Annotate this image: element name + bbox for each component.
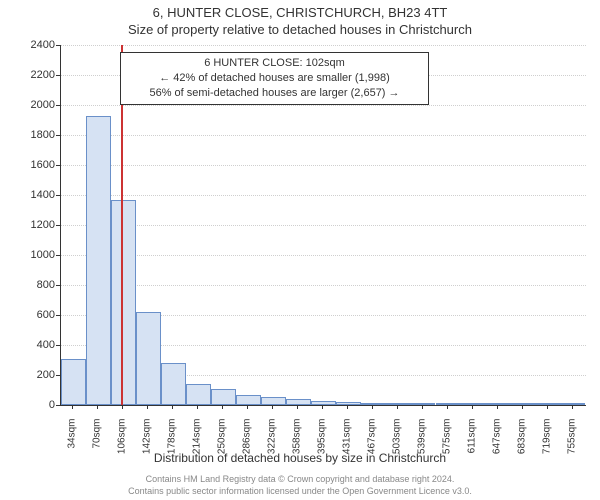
histogram-bar — [136, 312, 161, 405]
y-tick-mark — [56, 135, 60, 136]
gridline — [61, 105, 586, 106]
x-tick-mark — [147, 405, 148, 409]
x-tick-label: 322sqm — [267, 419, 278, 464]
histogram-bar — [86, 116, 111, 406]
x-tick-label: 142sqm — [142, 419, 153, 464]
x-tick-label: 250sqm — [217, 419, 228, 464]
footer-licence: Contains public sector information licen… — [0, 486, 600, 496]
y-tick-mark — [56, 345, 60, 346]
x-tick-mark — [197, 405, 198, 409]
x-tick-label: 106sqm — [117, 419, 128, 464]
x-tick-mark — [572, 405, 573, 409]
gridline — [61, 225, 586, 226]
x-tick-mark — [397, 405, 398, 409]
footer-copyright: Contains HM Land Registry data © Crown c… — [0, 474, 600, 484]
x-tick-label: 214sqm — [192, 419, 203, 464]
x-tick-label: 503sqm — [392, 419, 403, 464]
x-tick-label: 34sqm — [67, 419, 78, 464]
histogram-bar — [236, 395, 261, 406]
gridline — [61, 165, 586, 166]
histogram-bar — [261, 397, 286, 405]
x-tick-label: 755sqm — [566, 419, 577, 464]
x-tick-label: 683sqm — [516, 419, 527, 464]
y-tick-label: 0 — [15, 399, 55, 411]
gridline — [61, 195, 586, 196]
x-tick-mark — [222, 405, 223, 409]
y-tick-mark — [56, 45, 60, 46]
x-tick-mark — [497, 405, 498, 409]
y-tick-mark — [56, 375, 60, 376]
x-tick-mark — [272, 405, 273, 409]
y-tick-label: 2000 — [15, 99, 55, 111]
y-tick-mark — [56, 255, 60, 256]
x-tick-label: 431sqm — [342, 419, 353, 464]
y-tick-label: 800 — [15, 279, 55, 291]
title-subtitle: Size of property relative to detached ho… — [0, 22, 600, 37]
x-tick-label: 286sqm — [242, 419, 253, 464]
gridline — [61, 135, 586, 136]
title-address: 6, HUNTER CLOSE, CHRISTCHURCH, BH23 4TT — [0, 5, 600, 20]
y-tick-mark — [56, 75, 60, 76]
x-tick-mark — [547, 405, 548, 409]
gridline — [61, 255, 586, 256]
x-tick-mark — [247, 405, 248, 409]
y-tick-mark — [56, 315, 60, 316]
histogram-bar — [111, 200, 136, 406]
x-tick-mark — [447, 405, 448, 409]
y-tick-mark — [56, 285, 60, 286]
chart-root: { "title_line1": "6, HUNTER CLOSE, CHRIS… — [0, 0, 600, 500]
x-tick-label: 647sqm — [491, 419, 502, 464]
x-tick-mark — [372, 405, 373, 409]
gridline — [61, 285, 586, 286]
x-tick-mark — [347, 405, 348, 409]
x-tick-label: 70sqm — [92, 419, 103, 464]
x-tick-label: 395sqm — [317, 419, 328, 464]
y-tick-label: 1400 — [15, 189, 55, 201]
x-tick-mark — [322, 405, 323, 409]
y-tick-mark — [56, 225, 60, 226]
x-tick-label: 539sqm — [417, 419, 428, 464]
histogram-bar — [161, 363, 186, 405]
x-tick-label: 467sqm — [367, 419, 378, 464]
y-tick-label: 1600 — [15, 159, 55, 171]
x-tick-label: 178sqm — [167, 419, 178, 464]
callout-line3: 56% of semi-detached houses are larger (… — [127, 86, 422, 101]
y-tick-mark — [56, 165, 60, 166]
y-tick-label: 2400 — [15, 39, 55, 51]
x-tick-mark — [522, 405, 523, 409]
callout-box: 6 HUNTER CLOSE: 102sqm ← 42% of detached… — [120, 52, 429, 105]
callout-line2: ← 42% of detached houses are smaller (1,… — [127, 71, 422, 86]
y-tick-label: 200 — [15, 369, 55, 381]
y-tick-label: 600 — [15, 309, 55, 321]
histogram-bar — [61, 359, 86, 406]
callout-line1: 6 HUNTER CLOSE: 102sqm — [127, 56, 422, 71]
x-tick-mark — [97, 405, 98, 409]
histogram-bar — [211, 389, 236, 406]
y-tick-label: 1200 — [15, 219, 55, 231]
x-tick-label: 575sqm — [441, 419, 452, 464]
x-tick-mark — [122, 405, 123, 409]
y-tick-label: 1800 — [15, 129, 55, 141]
x-tick-label: 719sqm — [541, 419, 552, 464]
x-tick-mark — [422, 405, 423, 409]
y-tick-mark — [56, 405, 60, 406]
y-tick-label: 2200 — [15, 69, 55, 81]
y-tick-mark — [56, 195, 60, 196]
gridline — [61, 45, 586, 46]
x-tick-mark — [297, 405, 298, 409]
histogram-bar — [186, 384, 211, 405]
x-tick-mark — [472, 405, 473, 409]
y-tick-mark — [56, 105, 60, 106]
x-tick-mark — [172, 405, 173, 409]
y-tick-label: 400 — [15, 339, 55, 351]
x-tick-label: 611sqm — [466, 419, 477, 464]
y-tick-label: 1000 — [15, 249, 55, 261]
x-tick-mark — [72, 405, 73, 409]
x-tick-label: 358sqm — [292, 419, 303, 464]
